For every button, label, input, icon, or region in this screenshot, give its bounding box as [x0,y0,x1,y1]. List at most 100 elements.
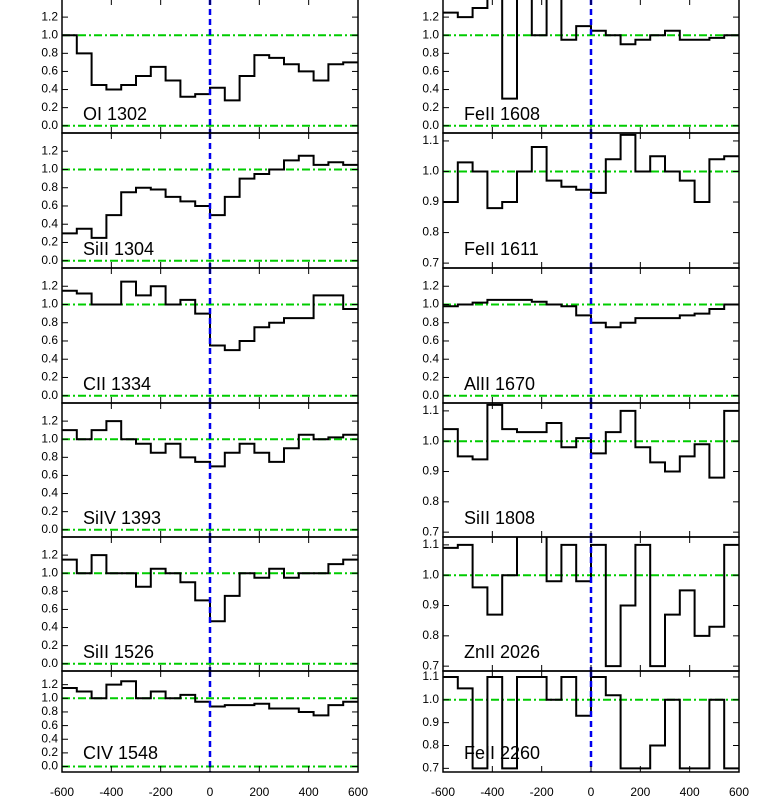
y-tick-label: 0.0 [41,118,58,132]
panel-label: FeII 2260 [464,743,540,763]
y-tick-label: 0.8 [41,583,58,597]
y-tick-label: 1.2 [41,677,58,691]
y-tick-label: 1.2 [422,9,439,23]
x-tick-label: 200 [630,785,650,799]
panel [443,671,739,772]
y-tick-label: 1.1 [422,133,439,147]
x-tick-label: 200 [249,785,269,799]
y-tick-label: 0.7 [422,524,439,538]
panel-label: CII 1334 [83,374,151,394]
y-tick-label: 1.1 [422,669,439,683]
panel [443,0,739,133]
spectrum-line [62,154,358,239]
y-tick-label: 0.8 [422,494,439,508]
y-tick-label: 0.2 [422,370,439,384]
y-tick-label: 1.2 [41,9,58,23]
y-tick-label: 0.8 [422,45,439,59]
y-tick-label: 0.4 [41,620,58,634]
y-tick-label: 0.4 [41,351,58,365]
y-tick-label: 1.0 [41,162,58,176]
x-tick-label: -600 [431,785,455,799]
y-tick-label: 1.0 [422,27,439,41]
y-tick-label: 0.2 [41,100,58,114]
panel [443,133,739,268]
y-tick-label: 0.6 [41,333,58,347]
panel [62,403,358,537]
y-tick-label: 0.6 [422,64,439,78]
y-tick-label: 0.2 [422,100,439,114]
y-tick-label: 0.2 [41,504,58,518]
panel-label: FeII 1611 [464,239,539,259]
y-tick-label: 0.0 [41,522,58,536]
panel-label: SiII 1808 [464,508,535,528]
y-tick-label: 0.6 [422,333,439,347]
y-tick-label: 0.8 [41,315,58,329]
y-tick-label: 0.4 [41,731,58,745]
y-tick-label: 0.9 [422,598,439,612]
panel-label: FeII 1608 [464,104,540,124]
y-tick-label: 0.9 [422,464,439,478]
y-tick-label: 0.8 [422,738,439,752]
y-tick-label: 1.0 [422,297,439,311]
panel-label: OI 1302 [83,104,147,124]
y-tick-label: 0.7 [422,658,439,672]
y-tick-label: 0.6 [41,64,58,78]
y-tick-label: 0.4 [41,216,58,230]
y-tick-label: 1.0 [422,433,439,447]
panel [62,268,358,403]
spectrum-line [443,0,739,100]
spectrum-line [62,680,358,717]
x-tick-label: 0 [588,785,595,799]
panel [443,268,739,403]
y-tick-label: 1.2 [41,278,58,292]
y-tick-label: 0.6 [41,718,58,732]
y-tick-label: 0.0 [41,388,58,402]
y-tick-label: 0.2 [41,370,58,384]
panel-label: SiIV 1393 [83,508,161,528]
y-tick-label: 1.2 [41,413,58,427]
y-tick-label: 0.2 [41,638,58,652]
y-tick-label: 1.0 [422,567,439,581]
y-tick-label: 1.0 [41,565,58,579]
y-tick-label: 0.8 [422,225,439,239]
y-tick-label: 0.4 [422,351,439,365]
x-tick-label: 0 [207,785,214,799]
y-tick-label: 0.6 [41,468,58,482]
y-tick-label: 1.0 [422,692,439,706]
spectrum-line [443,537,739,668]
y-tick-label: 0.0 [422,388,439,402]
y-tick-label: 0.4 [41,486,58,500]
y-tick-label: 0.0 [41,656,58,670]
x-tick-label: -400 [99,785,123,799]
x-tick-label: 400 [680,785,700,799]
x-tick-label: 600 [729,785,749,799]
y-tick-label: 1.2 [422,278,439,292]
panel-label: CIV 1548 [83,743,158,763]
y-tick-label: 0.0 [422,118,439,132]
y-tick-label: 0.6 [41,198,58,212]
y-tick-label: 1.1 [422,403,439,417]
spectrum-line [443,133,739,210]
y-tick-label: 1.0 [41,690,58,704]
x-tick-label: -400 [480,785,504,799]
panel [62,133,358,268]
y-tick-label: 1.2 [41,547,58,561]
panel-label: SiII 1526 [83,642,154,662]
y-tick-label: 0.7 [422,761,439,775]
y-tick-label: 0.2 [41,745,58,759]
y-tick-label: 0.8 [41,45,58,59]
y-tick-label: 0.2 [41,235,58,249]
y-tick-label: 0.7 [422,255,439,269]
x-tick-label: 400 [299,785,319,799]
y-tick-label: 0.8 [41,704,58,718]
y-tick-label: 0.4 [422,82,439,96]
y-tick-label: 0.8 [41,449,58,463]
y-tick-label: 1.0 [41,431,58,445]
y-tick-label: 0.8 [422,315,439,329]
y-tick-label: 0.6 [41,602,58,616]
y-tick-label: 0.0 [41,253,58,267]
panel [443,537,739,671]
y-tick-label: 0.9 [422,715,439,729]
y-tick-label: 0.8 [41,180,58,194]
